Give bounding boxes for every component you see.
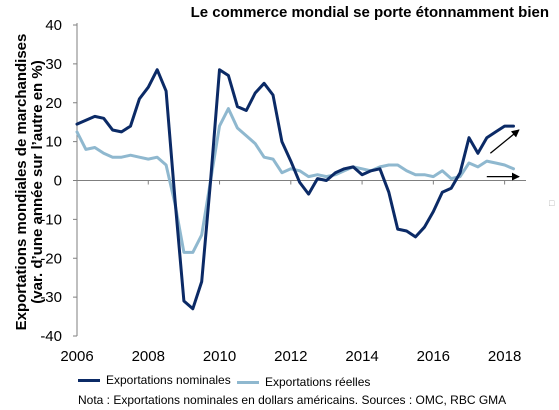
y-tick-label: 0 <box>54 173 62 190</box>
x-tick-label: 2014 <box>345 348 378 365</box>
y-tick-label: -40 <box>40 328 62 345</box>
legend-swatch-reelles <box>237 380 259 384</box>
edge-marker: □ <box>549 198 555 208</box>
legend-swatch-nominales <box>78 378 100 382</box>
legend-label-reelles: Exportations réelles <box>265 375 371 389</box>
x-tick-label: 2006 <box>60 348 93 365</box>
x-tick-label: 2010 <box>203 348 236 365</box>
legend-item-nominales: Exportations nominales <box>78 373 231 387</box>
y-tick-label: 20 <box>45 95 62 112</box>
y-tick-label: -30 <box>40 289 62 306</box>
x-tick-label: 2016 <box>417 348 450 365</box>
x-tick-label: 2018 <box>488 348 521 365</box>
chart-title: Le commerce mondial se porte étonnamment… <box>190 4 549 21</box>
y-tick-label: -20 <box>40 250 62 267</box>
legend-label-nominales: Exportations nominales <box>106 373 231 387</box>
y-tick-label: 30 <box>45 56 62 73</box>
source-note: Nota : Exportations nominales en dollars… <box>78 393 507 407</box>
x-tick-label: 2008 <box>132 348 165 365</box>
y-tick-label: -10 <box>40 211 62 228</box>
series-line-nominales <box>75 68 515 311</box>
legend-item-reelles: Exportations réelles <box>237 375 370 389</box>
x-tick-label: 2012 <box>274 348 307 365</box>
y-tick-label: 10 <box>45 134 62 151</box>
y-tick-label: 40 <box>45 17 62 34</box>
annotation-arrow-1 <box>489 129 520 154</box>
